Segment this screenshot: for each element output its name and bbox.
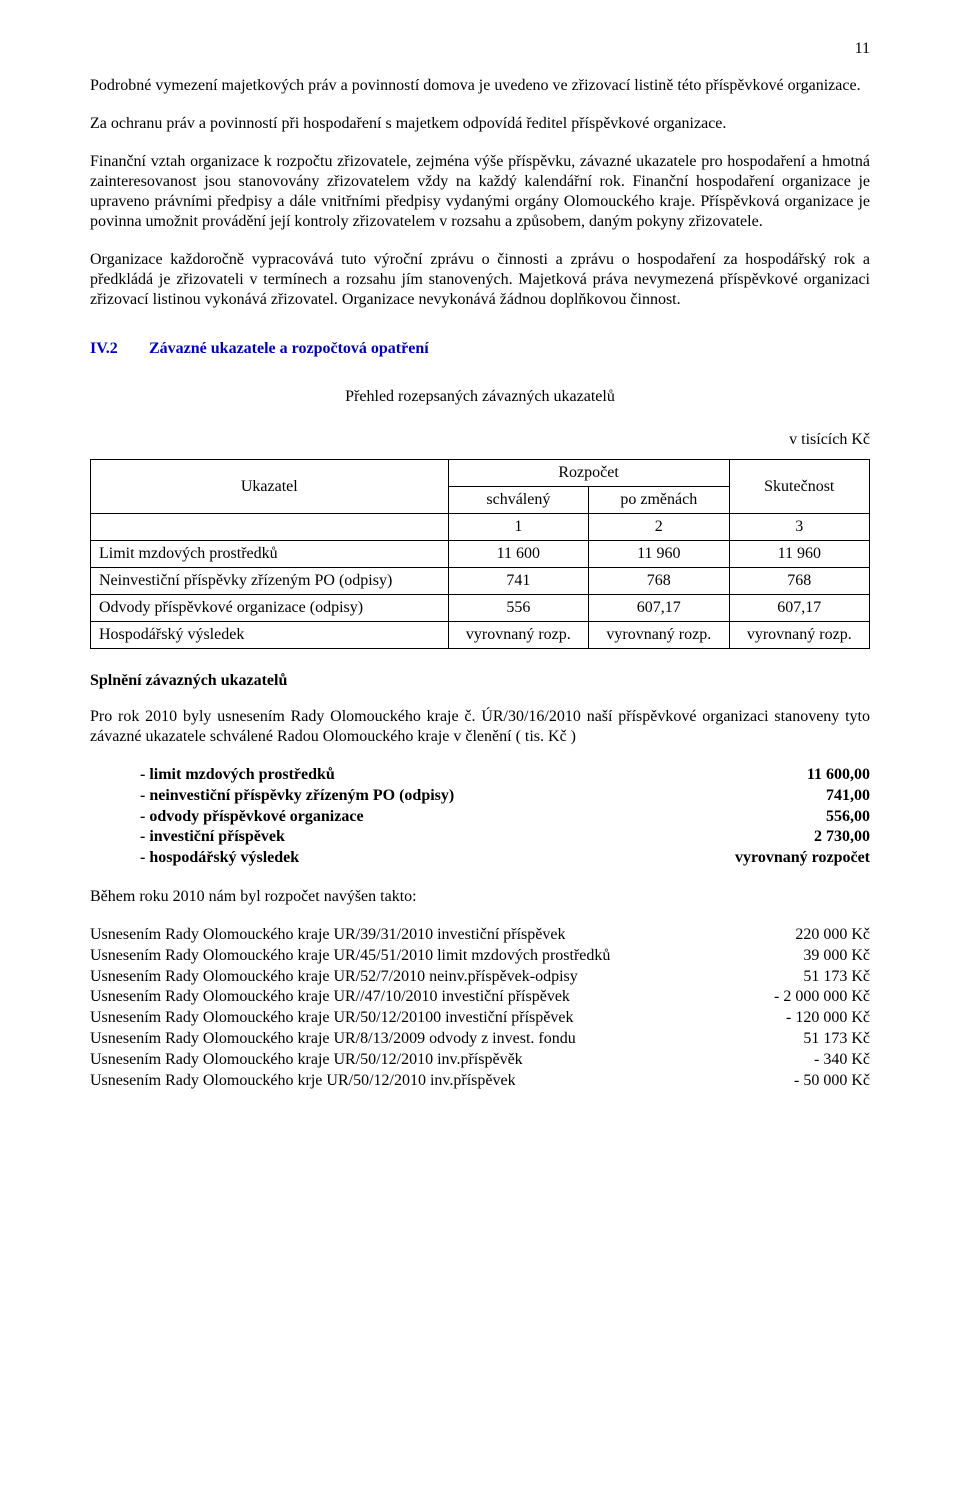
resolution-value: - 340 Kč: [794, 1050, 870, 1071]
table-cell: vyrovnaný rozp.: [448, 622, 588, 649]
table-cell: 11 960: [589, 541, 729, 568]
table-row: Hospodářský výsledek vyrovnaný rozp. vyr…: [91, 622, 870, 649]
paragraph: Za ochranu práv a povinností při hospoda…: [90, 114, 870, 134]
table-row: Odvody příspěvkové organizace (odpisy) 5…: [91, 595, 870, 622]
resolution-value: 220 000 Kč: [775, 925, 870, 946]
table-cell: [91, 514, 449, 541]
resolution-label: Usnesením Rady Olomouckého kraje UR/8/13…: [90, 1029, 783, 1050]
summary-item: - limit mzdových prostředků 11 600,00: [90, 765, 870, 786]
col-header-skutecnost: Skutečnost: [729, 460, 869, 514]
resolution-value: 51 173 Kč: [783, 1029, 870, 1050]
resolution-label: Usnesením Rady Olomouckého kraje UR/50/1…: [90, 1050, 794, 1071]
col-header-ukazatel: Ukazatel: [91, 460, 449, 514]
splneni-heading: Splnění závazných ukazatelů: [90, 671, 870, 691]
col-header-rozpocet: Rozpočet: [448, 460, 729, 487]
table-cell: 1: [448, 514, 588, 541]
resolution-item: Usnesením Rady Olomouckého kraje UR//47/…: [90, 987, 870, 1008]
table-cell: 556: [448, 595, 588, 622]
resolution-value: - 120 000 Kč: [766, 1008, 870, 1029]
resolution-value: - 2 000 000 Kč: [754, 987, 870, 1008]
page-number: 11: [90, 40, 870, 58]
resolution-label: Usnesením Rady Olomouckého kraje UR/39/3…: [90, 925, 775, 946]
table-cell: Limit mzdových prostředků: [91, 541, 449, 568]
table-cell: vyrovnaný rozp.: [729, 622, 869, 649]
resolution-item: Usnesením Rady Olomouckého kraje UR/45/5…: [90, 946, 870, 967]
resolution-item: Usnesením Rady Olomouckého kraje UR/52/7…: [90, 967, 870, 988]
resolution-label: Usnesením Rady Olomouckého kraje UR/52/7…: [90, 967, 783, 988]
col-header-schvaleny: schválený: [448, 487, 588, 514]
paragraph: Podrobné vymezení majetkových práv a pov…: [90, 76, 870, 96]
table-row: Limit mzdových prostředků 11 600 11 960 …: [91, 541, 870, 568]
table-cell: vyrovnaný rozp.: [589, 622, 729, 649]
paragraph: Během roku 2010 nám byl rozpočet navýšen…: [90, 887, 870, 907]
table-cell: Hospodářský výsledek: [91, 622, 449, 649]
budget-table: Ukazatel Rozpočet Skutečnost schválený p…: [90, 459, 870, 649]
resolution-item: Usnesením Rady Olomouckého kraje UR/8/13…: [90, 1029, 870, 1050]
table-cell: 607,17: [589, 595, 729, 622]
table-row: Neinvestiční příspěvky zřízeným PO (odpi…: [91, 568, 870, 595]
paragraph: Pro rok 2010 byly usnesením Rady Olomouc…: [90, 707, 870, 747]
resolution-item: Usnesením Rady Olomouckého kraje UR/50/1…: [90, 1050, 870, 1071]
resolution-label: Usnesením Rady Olomouckého kraje UR/45/5…: [90, 946, 783, 967]
summary-item: - neinvestiční příspěvky zřízeným PO (od…: [90, 786, 870, 807]
summary-item: - investiční příspěvek 2 730,00: [90, 827, 870, 848]
subheading: Přehled rozepsaných závazných ukazatelů: [90, 388, 870, 406]
resolution-item: Usnesením Rady Olomouckého kraje UR/39/3…: [90, 925, 870, 946]
summary-item: - odvody příspěvkové organizace 556,00: [90, 807, 870, 828]
summary-item: - hospodářský výsledek vyrovnaný rozpoče…: [90, 848, 870, 869]
table-header-row: Ukazatel Rozpočet Skutečnost: [91, 460, 870, 487]
table-cell: 768: [589, 568, 729, 595]
resolution-item: Usnesením Rady Olomouckého krje UR/50/12…: [90, 1071, 870, 1092]
section-heading: IV.2 Závazné ukazatele a rozpočtová opat…: [90, 340, 870, 358]
resolution-value: 51 173 Kč: [783, 967, 870, 988]
summary-list: - limit mzdových prostředků 11 600,00 - …: [90, 765, 870, 869]
table-cell: 607,17: [729, 595, 869, 622]
col-header-pozmenach: po změnách: [589, 487, 729, 514]
summary-label: - hospodářský výsledek: [140, 848, 299, 869]
table-cell: 2: [589, 514, 729, 541]
table-cell: 11 600: [448, 541, 588, 568]
section-number: IV.2: [90, 340, 145, 358]
summary-value: vyrovnaný rozpočet: [715, 848, 870, 869]
section-title: Závazné ukazatele a rozpočtová opatření: [149, 340, 429, 357]
summary-value: 2 730,00: [794, 827, 870, 848]
document-page: 11 Podrobné vymezení majetkových práv a …: [0, 0, 960, 1141]
unit-label: v tisících Kč: [90, 431, 870, 449]
resolution-value: 39 000 Kč: [783, 946, 870, 967]
summary-label: - odvody příspěvkové organizace: [140, 807, 364, 828]
table-cell: 768: [729, 568, 869, 595]
paragraph: Organizace každoročně vypracovává tuto v…: [90, 250, 870, 310]
resolution-item: Usnesením Rady Olomouckého kraje UR/50/1…: [90, 1008, 870, 1029]
summary-value: 741,00: [806, 786, 870, 807]
resolution-label: Usnesením Rady Olomouckého krje UR/50/12…: [90, 1071, 774, 1092]
summary-label: - investiční příspěvek: [140, 827, 285, 848]
table-cell: Odvody příspěvkové organizace (odpisy): [91, 595, 449, 622]
table-number-row: 1 2 3: [91, 514, 870, 541]
table-cell: Neinvestiční příspěvky zřízeným PO (odpi…: [91, 568, 449, 595]
resolution-label: Usnesením Rady Olomouckého kraje UR/50/1…: [90, 1008, 766, 1029]
summary-label: - neinvestiční příspěvky zřízeným PO (od…: [140, 786, 454, 807]
table-cell: 3: [729, 514, 869, 541]
summary-value: 11 600,00: [787, 765, 870, 786]
resolution-value: - 50 000 Kč: [774, 1071, 870, 1092]
resolutions-list: Usnesením Rady Olomouckého kraje UR/39/3…: [90, 925, 870, 1091]
table-cell: 741: [448, 568, 588, 595]
table-cell: 11 960: [729, 541, 869, 568]
paragraph: Finanční vztah organizace k rozpočtu zři…: [90, 152, 870, 232]
summary-value: 556,00: [806, 807, 870, 828]
summary-label: - limit mzdových prostředků: [140, 765, 335, 786]
resolution-label: Usnesením Rady Olomouckého kraje UR//47/…: [90, 987, 754, 1008]
